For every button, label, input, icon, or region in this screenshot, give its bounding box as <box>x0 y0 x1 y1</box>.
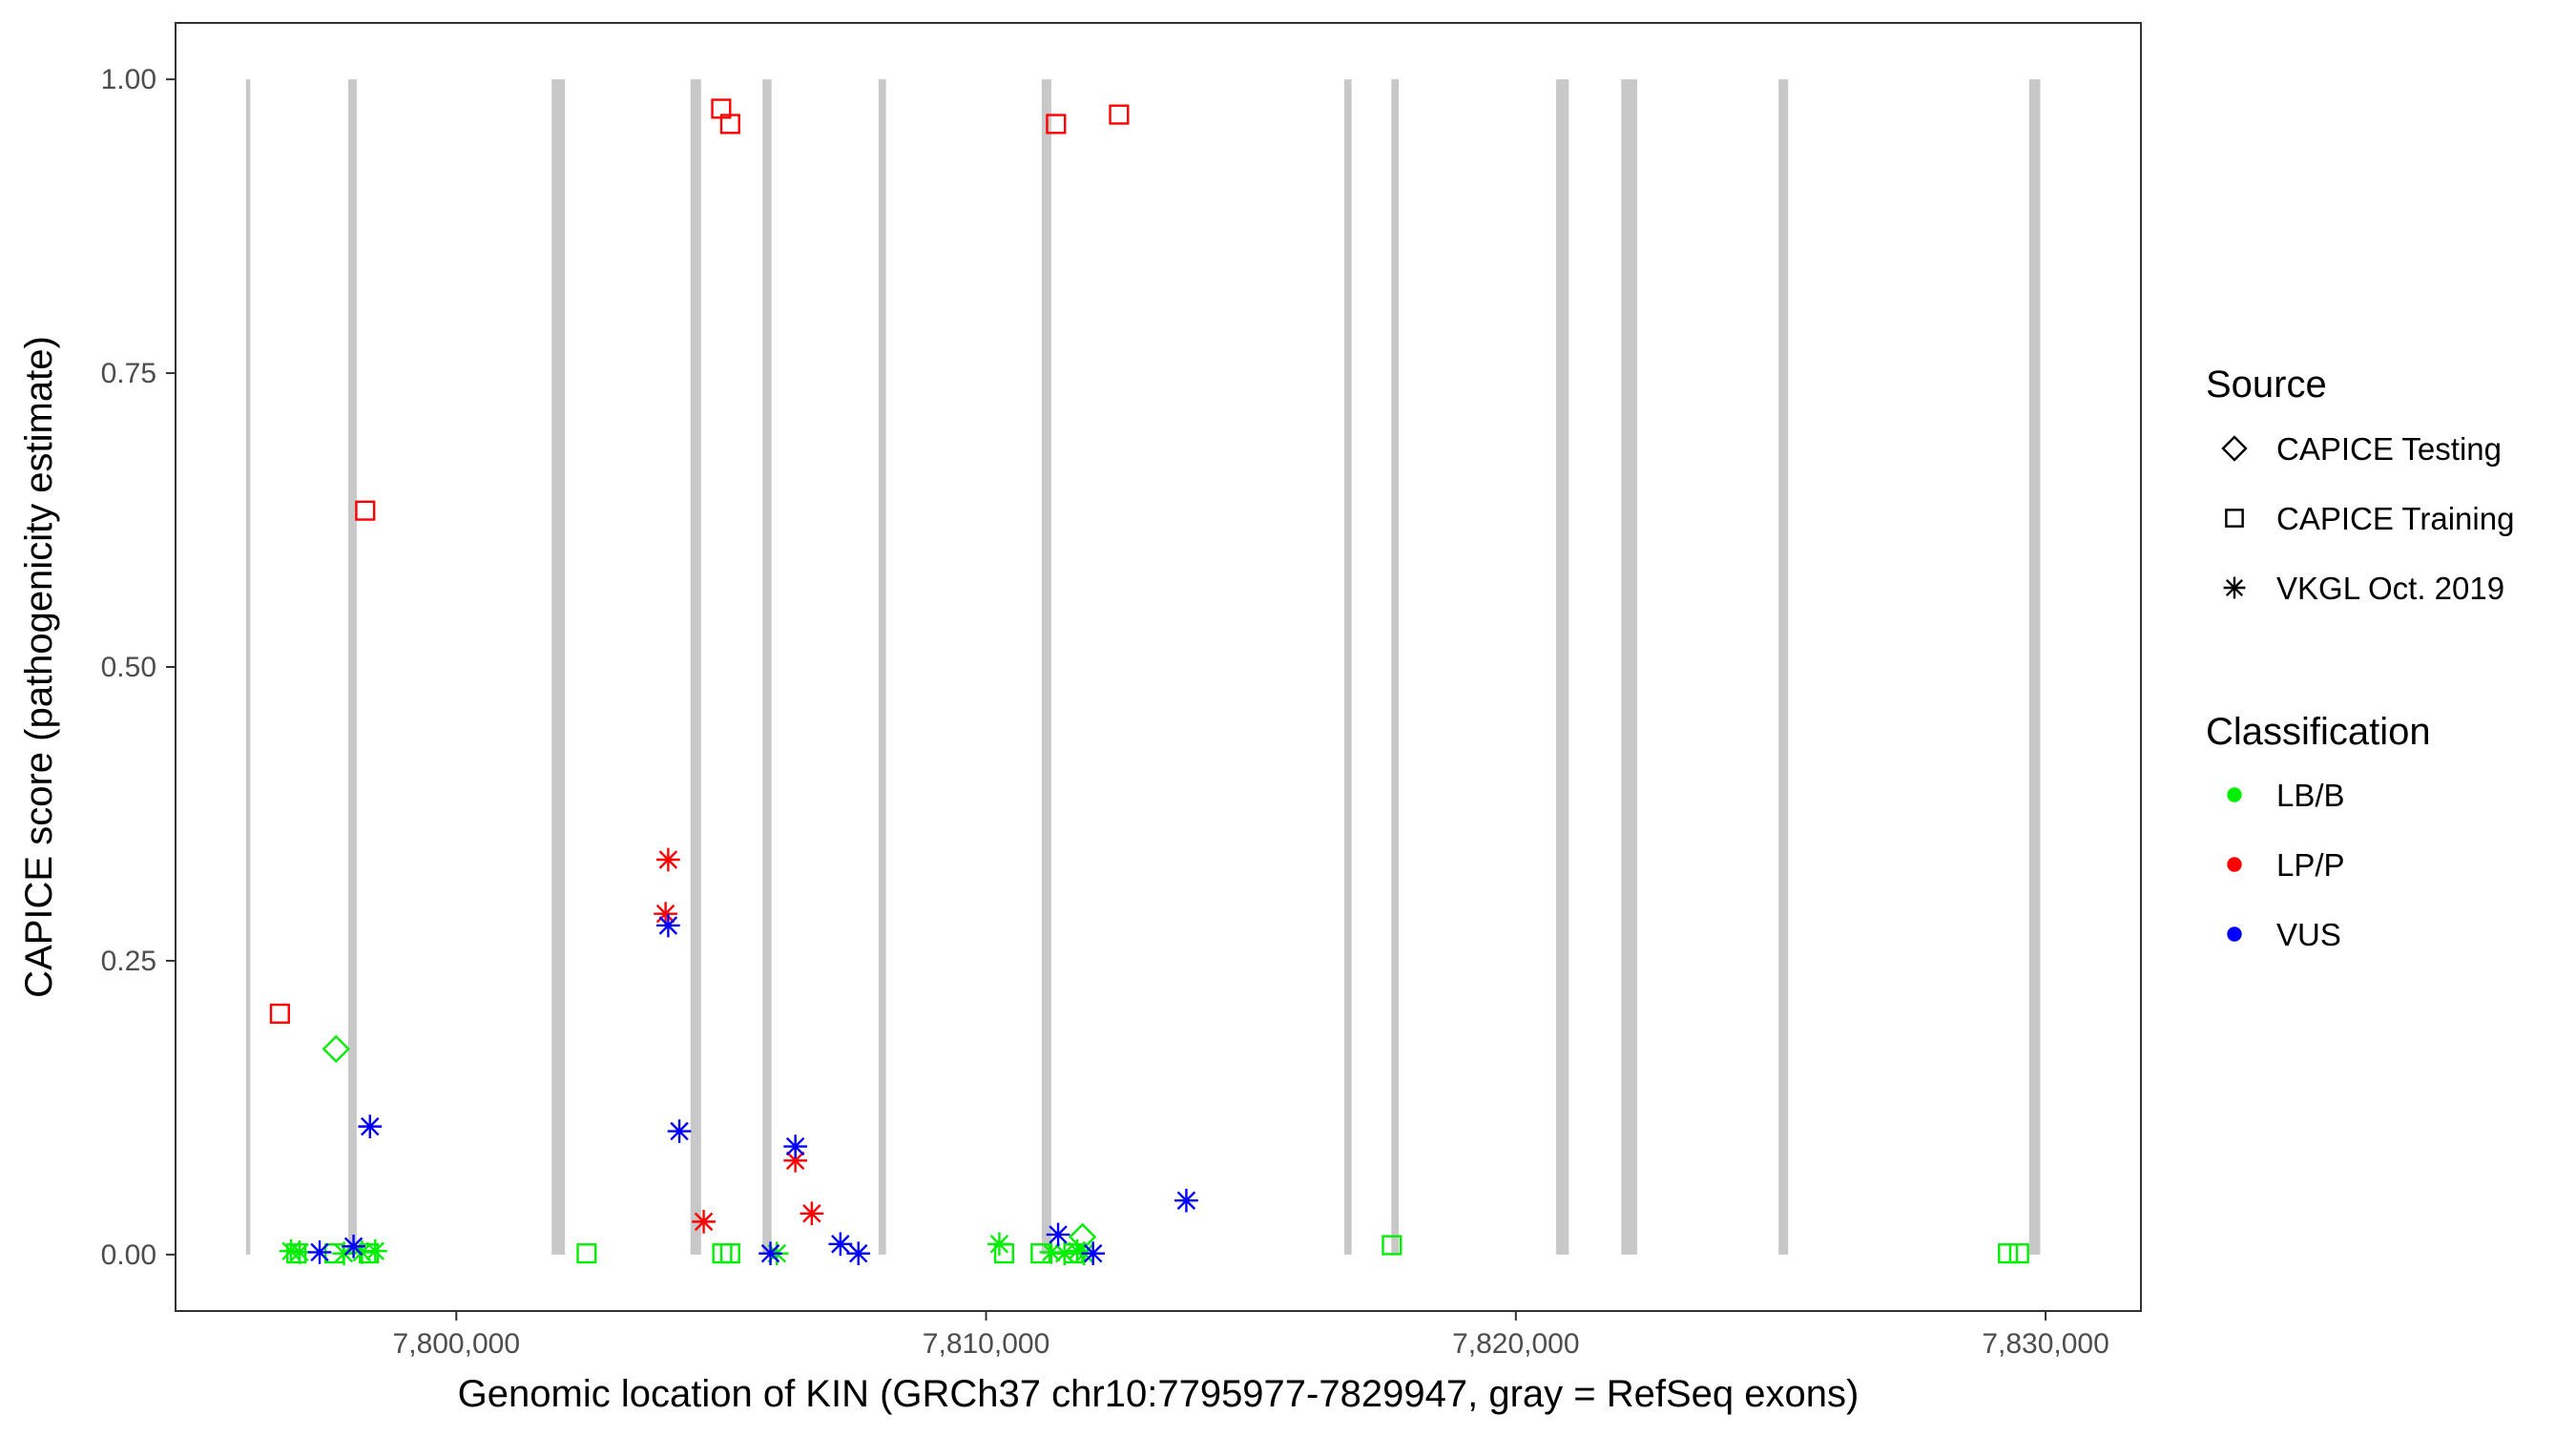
y-tick-label: 0.75 <box>101 358 156 389</box>
data-point-asterisk <box>2223 576 2246 599</box>
data-point-asterisk <box>667 1119 692 1143</box>
legend: Source CAPICE Testing CAPICE Training VKGL … <box>2206 364 2514 952</box>
data-point-asterisk <box>358 1114 383 1138</box>
data-point-asterisk <box>1174 1188 1198 1213</box>
data-point-asterisk <box>828 1232 853 1257</box>
exon-band <box>1343 79 1352 1255</box>
x-axis-title: Genomic location of KIN (GRCh37 chr10:77… <box>458 1373 1859 1415</box>
exon-band <box>245 79 251 1255</box>
data-point-asterisk <box>846 1241 871 1265</box>
data-point-asterisk <box>783 1134 807 1158</box>
y-axis-title: CAPICE score (pathogenicity estimate) <box>18 336 60 998</box>
data-point-asterisk <box>656 913 680 938</box>
data-point-asterisk <box>307 1240 332 1264</box>
data-point-square <box>2225 509 2244 528</box>
data-point-square <box>576 1243 597 1264</box>
exon-band <box>1041 79 1051 1255</box>
data-point-asterisk <box>758 1241 782 1265</box>
exon-layer <box>245 79 2041 1255</box>
axis-layer: 7,800,000 7,810,000 7,820,000 7,830,000 0.00… <box>101 64 2109 1360</box>
data-point-square <box>719 1243 740 1264</box>
x-tick-label: 7,800,000 <box>393 1328 520 1360</box>
data-point-dot <box>2227 857 2242 872</box>
data-point-asterisk <box>1039 1240 1064 1264</box>
data-point-square <box>2008 1243 2029 1264</box>
y-tick-label: 1.00 <box>101 64 156 95</box>
data-point-asterisk <box>342 1234 365 1259</box>
exon-band <box>2028 79 2041 1255</box>
data-point-diamond <box>2221 435 2248 462</box>
exon-band <box>348 79 357 1255</box>
legend-label-source: CAPICE Testing <box>2276 431 2502 467</box>
exon-band <box>1778 79 1789 1255</box>
data-point-square <box>1046 114 1067 135</box>
data-point-square <box>355 500 376 521</box>
legend-label-source: VKGL Oct. 2019 <box>2276 571 2504 606</box>
data-point-square <box>1109 104 1130 125</box>
exon-band <box>1555 79 1569 1255</box>
x-tick-label: 7,830,000 <box>1982 1328 2109 1360</box>
legend-label-classification: VUS <box>2276 917 2341 952</box>
exon-band <box>690 79 701 1255</box>
y-tick-label: 0.25 <box>101 946 156 977</box>
data-point-asterisk <box>692 1210 716 1234</box>
legend-title-classification: Classification <box>2206 711 2431 753</box>
data-point-diamond <box>322 1034 350 1064</box>
data-point-asterisk <box>287 1240 312 1264</box>
data-point-square <box>719 114 740 135</box>
data-point-asterisk <box>1081 1241 1106 1265</box>
data-point-asterisk <box>656 847 680 872</box>
exon-band <box>551 79 566 1255</box>
data-point-square <box>269 1003 290 1024</box>
legend-label-classification: LP/P <box>2276 847 2345 883</box>
legend-title-source: Source <box>2206 364 2327 406</box>
legend-label-source: CAPICE Training <box>2276 501 2514 536</box>
legend-label-classification: LB/B <box>2276 778 2345 813</box>
y-tick-label: 0.50 <box>101 652 156 683</box>
data-point-asterisk <box>800 1201 824 1226</box>
data-point-asterisk <box>332 1241 356 1265</box>
data-point-square <box>1381 1235 1402 1256</box>
exon-band <box>878 79 886 1255</box>
points-layer <box>269 98 2029 1265</box>
data-point-dot <box>2227 787 2242 802</box>
data-point-dot <box>2227 926 2242 942</box>
y-tick-label: 0.00 <box>101 1239 156 1271</box>
data-point-asterisk <box>1046 1222 1070 1247</box>
data-point-asterisk <box>987 1232 1011 1257</box>
exon-band <box>1391 79 1400 1255</box>
x-tick-label: 7,820,000 <box>1452 1328 1579 1360</box>
data-point-square <box>1998 1243 2019 1264</box>
x-tick-label: 7,810,000 <box>923 1328 1049 1360</box>
exon-band <box>762 79 772 1255</box>
data-point-asterisk <box>363 1238 387 1263</box>
exon-band <box>1621 79 1637 1255</box>
